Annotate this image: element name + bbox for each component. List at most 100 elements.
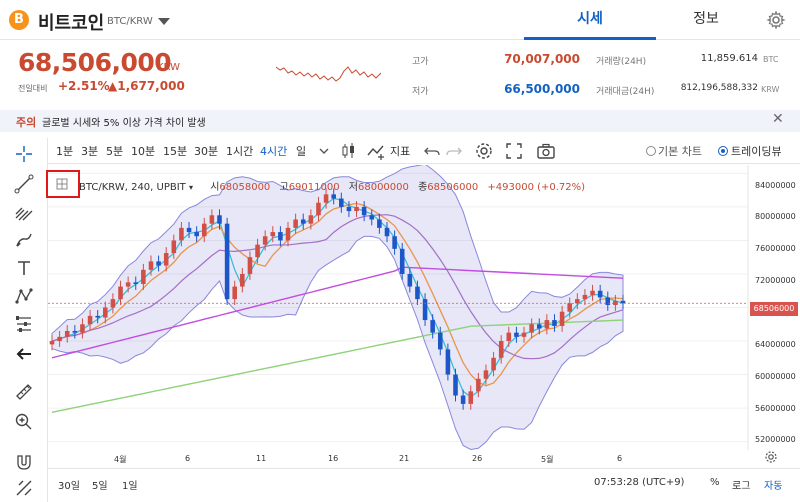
range-30d[interactable]: 30일: [58, 481, 80, 492]
y-tick-label: 56000000: [755, 404, 796, 413]
range-5d[interactable]: 5일: [92, 481, 108, 492]
amount-value: 812,196,588,332: [680, 83, 758, 93]
measure-icon[interactable]: [14, 314, 34, 334]
candle-body: [95, 315, 100, 318]
volume-unit: BTC: [763, 55, 779, 64]
candle-type-icon[interactable]: [338, 141, 358, 161]
candle-body: [217, 215, 222, 224]
candle-body: [582, 294, 588, 300]
arrow-left-icon[interactable]: [14, 344, 34, 364]
fib-tool-icon[interactable]: [14, 202, 34, 222]
ruler-icon[interactable]: [14, 382, 34, 402]
candle-body: [514, 332, 519, 337]
candle-body: [163, 253, 169, 266]
legend-title: BTC/KRW, 240, UPBIT: [79, 182, 186, 193]
indicator-icon[interactable]: [366, 141, 386, 161]
ma-long-line: [51, 214, 624, 360]
candle-body: [369, 215, 375, 220]
chevron-down-icon[interactable]: ▾: [188, 183, 193, 192]
timeframe-15m[interactable]: 15분: [163, 145, 188, 158]
y-tick-label: 52000000: [755, 435, 796, 444]
x-tick-label: 26: [472, 454, 483, 463]
basic-chart-radio[interactable]: [646, 146, 656, 156]
candle-body: [125, 282, 131, 287]
chart-settings-icon[interactable]: [764, 450, 778, 464]
log-scale-toggle[interactable]: 로그: [732, 481, 751, 492]
timeframe-10m[interactable]: 10분: [131, 145, 156, 158]
y-tick-label: 60000000: [755, 372, 796, 381]
auto-scale-toggle[interactable]: 자동: [764, 481, 783, 492]
remove-drawings-icon[interactable]: [14, 478, 34, 498]
y-tick-label: 80000000: [755, 212, 796, 221]
text-icon[interactable]: [14, 258, 34, 278]
timeframe-5m[interactable]: 5분: [106, 145, 124, 158]
current-price-tag: 68506000: [750, 302, 798, 316]
tradingview-radio[interactable]: [718, 146, 728, 156]
candle-body: [224, 223, 230, 300]
settings-icon[interactable]: [474, 141, 494, 161]
legend-expand-icon[interactable]: [56, 178, 68, 190]
timeframe-1m[interactable]: 1분: [56, 145, 74, 158]
fullscreen-icon[interactable]: [504, 141, 524, 161]
candle-body: [529, 324, 534, 333]
redo-icon[interactable]: [444, 141, 464, 161]
x-tick-label: 11: [256, 454, 267, 463]
candle-body: [346, 206, 352, 212]
price-summary: 68,506,000 KRW 전일대비 +2.51% ▲1,677,000 고가…: [0, 41, 800, 105]
zoom-in-icon[interactable]: [14, 412, 34, 432]
gear-icon[interactable]: [766, 10, 786, 30]
chart-clock: 07:53:28 (UTC+9): [594, 477, 685, 488]
brush-icon[interactable]: [14, 230, 34, 250]
magnet-icon[interactable]: [14, 452, 34, 472]
undo-icon[interactable]: [422, 141, 442, 161]
candle-body: [498, 341, 504, 358]
timeframe-4h[interactable]: 4시간: [260, 145, 288, 158]
chevron-down-icon[interactable]: [314, 141, 334, 161]
pattern-icon[interactable]: [14, 286, 34, 306]
indicator-label[interactable]: 지표: [390, 145, 411, 158]
candle-body: [506, 332, 512, 342]
camera-icon[interactable]: [536, 141, 556, 161]
trend-line-icon[interactable]: [14, 174, 34, 194]
tab-info[interactable]: 정보: [693, 11, 719, 27]
candle-body: [171, 240, 177, 254]
tradingview-label[interactable]: 트레이딩뷰: [731, 145, 782, 158]
candle-body: [316, 202, 321, 216]
candle-body: [141, 269, 146, 285]
x-tick-label: 5월: [541, 455, 554, 464]
candle-body: [201, 223, 207, 237]
open-value: 68058000: [219, 182, 271, 193]
notice-text: 글로벌 시세와 5% 이상 가격 차이 발생: [42, 118, 206, 129]
candle-body: [194, 232, 199, 237]
timeframe-1d[interactable]: 일: [296, 145, 307, 158]
x-tick-label: 6: [185, 454, 191, 463]
notice-banner: 주의 글로벌 시세와 5% 이상 가격 차이 발생 ✕: [0, 110, 800, 132]
candle-body: [559, 311, 565, 326]
timeframe-1h[interactable]: 1시간: [226, 145, 254, 158]
price-chart[interactable]: [48, 165, 750, 450]
crosshair-icon[interactable]: [14, 144, 34, 164]
coin-name[interactable]: 비트코인: [38, 13, 105, 34]
chevron-down-icon[interactable]: [158, 18, 170, 25]
candle-body: [521, 332, 527, 337]
close-icon[interactable]: ✕: [772, 111, 784, 127]
candle-body: [103, 307, 108, 318]
timeframe-30m[interactable]: 30분: [194, 145, 219, 158]
header: B 비트코인 BTC/KRW 시세 정보: [0, 0, 800, 40]
candle-body: [552, 320, 557, 326]
change-percent: +2.51%: [58, 79, 110, 93]
tab-quote[interactable]: 시세: [524, 0, 656, 40]
range-1d[interactable]: 1일: [122, 481, 138, 492]
percent-scale-toggle[interactable]: %: [710, 477, 720, 488]
price-currency: KRW: [157, 62, 180, 73]
current-price: 68,506,000: [18, 48, 172, 77]
candle-body: [536, 324, 542, 329]
candle-body: [384, 227, 390, 237]
amount-label: 거래대금(24H): [596, 87, 655, 97]
timeframe-3m[interactable]: 3분: [81, 145, 99, 158]
y-tick-label: 64000000: [755, 340, 796, 349]
candle-body: [407, 273, 413, 287]
basic-chart-label[interactable]: 기본 차트: [658, 145, 702, 158]
legend-toggle-highlight[interactable]: [46, 170, 80, 198]
